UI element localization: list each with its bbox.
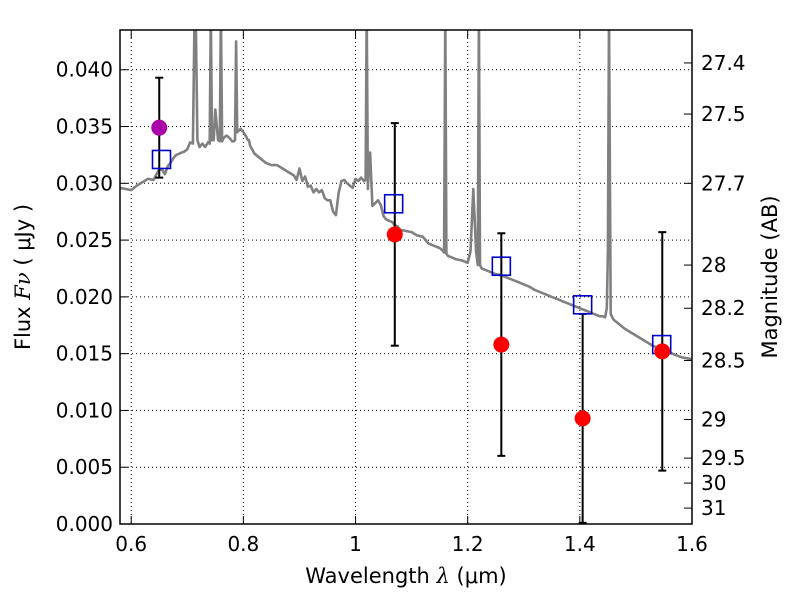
observed-point xyxy=(654,343,671,360)
y-tick-label: 0.000 xyxy=(56,512,113,536)
x-tick-label: 0.8 xyxy=(227,532,259,556)
x-axis-title-unit: (μm) xyxy=(457,564,507,588)
axis-ticks: 0.6 0.8 1 1.2 1.4 1.6 0.000 0.005 0.010 0.015 0.02… xyxy=(56,30,746,556)
y-tick-label: 0.005 xyxy=(56,455,113,479)
observed-point xyxy=(386,226,403,243)
model-spectrum-layer xyxy=(120,30,692,361)
y-axis-title-unit: ( μJy ) xyxy=(11,204,35,266)
x-axis-title: Wavelength λ (μm) xyxy=(305,564,506,588)
model-photometry-square xyxy=(572,295,593,315)
x-tick-label: 1.6 xyxy=(676,532,708,556)
y-axis-title-symbol: Fν xyxy=(11,272,35,301)
observed-point xyxy=(574,410,591,427)
magenta-point xyxy=(151,119,168,136)
y-tick-label: 0.030 xyxy=(56,171,113,195)
mag-tick-label: 29 xyxy=(701,408,726,432)
y-axis-title-prefix: Flux xyxy=(11,306,35,350)
mag-tick-label: 28.5 xyxy=(701,348,746,372)
y2-axis-title-text: Magnitude (AB) xyxy=(758,195,782,358)
y-tick-label: 0.015 xyxy=(56,342,113,366)
mag-tick-label: 31 xyxy=(701,496,726,520)
error-bars xyxy=(155,76,667,524)
y-tick-label: 0.025 xyxy=(56,228,113,252)
x-tick-label: 1.2 xyxy=(452,532,484,556)
y-axis-title: Flux Fν ( μJy ) xyxy=(11,204,35,350)
data-points xyxy=(151,119,672,427)
mag-tick-label: 30 xyxy=(701,471,726,495)
model-photometry-square xyxy=(151,149,172,170)
mag-tick-label: 27.5 xyxy=(701,102,746,126)
model-photometry-square xyxy=(383,193,404,214)
model-spectrum-line xyxy=(120,30,692,361)
mag-tick-label: 27.7 xyxy=(701,171,746,195)
observed-point xyxy=(493,336,510,353)
model-photometry-square xyxy=(491,256,512,277)
y-tick-label: 0.035 xyxy=(56,115,113,139)
mag-tick-label: 27.4 xyxy=(701,51,746,75)
svg-text:Flux Fν: Flux Fν ( μJy ) xyxy=(11,204,35,350)
mag-tick-label: 28 xyxy=(701,253,726,277)
y-tick-label: 0.040 xyxy=(56,58,113,82)
y2-axis-title: Magnitude (AB) xyxy=(758,195,782,358)
y-tick-label: 0.020 xyxy=(56,285,113,309)
x-axis-title-prefix: Wavelength xyxy=(305,564,430,588)
plot-frame xyxy=(119,29,693,525)
svg-text:Wavelength λ: Wavelength λ (μm) xyxy=(305,564,506,588)
x-tick-label: 1 xyxy=(349,532,362,556)
mag-tick-label: 29.5 xyxy=(701,446,746,470)
mag-tick-label: 28.2 xyxy=(701,296,746,320)
x-tick-label: 1.4 xyxy=(564,532,596,556)
y-tick-label: 0.010 xyxy=(56,398,113,422)
x-tick-label: 0.6 xyxy=(115,532,147,556)
x-axis-title-symbol: λ xyxy=(436,564,450,588)
